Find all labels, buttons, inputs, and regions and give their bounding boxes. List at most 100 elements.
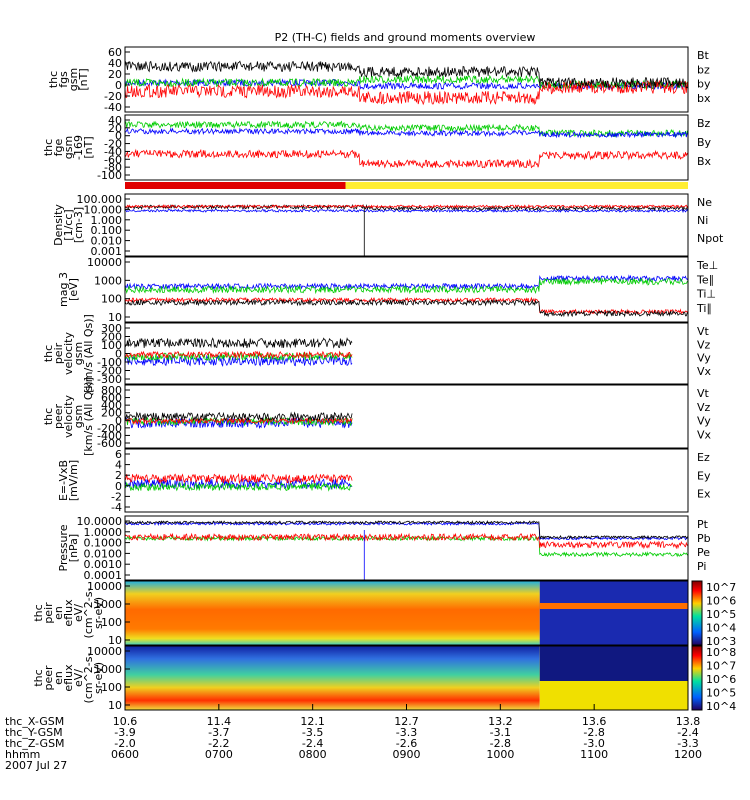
x-tick-label: 13.2 [488,715,513,728]
chart-title: P2 (TH-C) fields and ground moments over… [275,31,536,44]
peir-late-band [539,603,688,609]
y-tick-label-peir_spec: 1000 [94,598,122,611]
y-axis-label-line: gsm [67,68,80,91]
peir-spectrogram-late [539,581,688,645]
y-tick-label-density: 0.100 [91,224,123,237]
y-axis-label-line: [km/s (All Qs)] [82,377,95,456]
y-tick-label-fge: -80 [104,161,122,174]
y-tick-label-density: 0.001 [91,245,123,258]
y-tick-label-peir_v: 200 [101,331,122,344]
y-axis-label-density: Density[1/cc][cm-3] [52,204,85,246]
y-tick-label-temp: 10000 [87,256,122,269]
y-tick-label-peir_v: -300 [97,373,122,386]
y-tick-label-density: 1.000 [91,214,123,227]
x-tick-label: 12.7 [394,715,419,728]
legend-peer_v-Vz: Vz [697,401,711,414]
x-row-label-hhmm: hhmm [5,748,40,761]
colorbar-tick-peir_spec: 10^4 [706,622,736,635]
y-tick-label-efield: 4 [115,459,122,472]
y-tick-label-peer_v: 600 [101,392,122,405]
peir-spectrogram-main [125,581,540,645]
x-tick-label: -2.4 [302,737,323,750]
y-axis-label-line: en [52,671,65,685]
temp-te-perp-line [124,296,689,315]
y-tick-label-peir_spec: 100 [101,616,122,629]
y-tick-label-peir_v: -100 [97,356,122,369]
y-tick-label-fge: -60 [104,153,122,166]
efield-ez-line [124,472,353,485]
y-axis-label-line: peer [52,404,65,430]
panel-frame-temp [124,256,689,323]
colorbar-tick-peer_spec: 10^5 [706,687,736,700]
panel-frame-peir_v [124,322,689,385]
peir-vx-line [124,354,353,367]
y-axis-label-temp: mag 3[eV] [57,272,80,307]
y-tick-label-density: 100.000 [77,193,123,206]
legend-density-Ni: Ni [697,214,708,227]
fge-bz-line [124,148,689,169]
legend-temp-Ti⊥: Ti⊥ [696,288,716,301]
y-tick-label-efield: -4 [111,501,122,514]
y-tick-label-peer_v: 400 [101,399,122,412]
temp-te-par-line [124,298,689,318]
y-axis-label-line: thc [42,139,55,156]
y-tick-label-pressure: 0.1000 [84,537,123,550]
y-tick-label-efield: 0 [115,480,122,493]
x-tick-label: 13.8 [676,715,701,728]
y-tick-label-fgs: -40 [104,101,122,114]
colorbar-tick-peir_spec: 10^3 [706,635,736,648]
legend-efield-Ex: Ex [697,488,711,501]
legend-pressure-Pi: Pi [697,560,706,573]
legend-efield-Ez: Ez [697,451,710,464]
y-tick-label-pressure: 0.0100 [84,547,123,560]
y-tick-label-fge: 20 [108,122,122,135]
x-tick-label: 0700 [205,748,233,761]
y-tick-label-fgs: -20 [104,90,122,103]
y-tick-label-peir_v: 0 [115,348,122,361]
y-tick-label-peir_v: 100 [101,339,122,352]
y-tick-label-density: 10.000 [84,203,123,216]
colorbar-tick-peer_spec: 10^4 [706,700,736,713]
y-tick-label-peer_v: -200 [97,422,122,435]
y-tick-label-fgs: 20 [108,68,122,81]
y-axis-label-line: fgs [57,71,70,88]
y-axis-label-line: gsm [72,405,85,428]
panel-frame-peer_v [124,384,689,449]
colorbar-tick-peer_spec: 10^7 [706,660,736,673]
y-tick-label-peer_v: 200 [101,407,122,420]
y-tick-label-efield: 2 [115,469,122,482]
y-axis-label-line: peer [42,665,55,691]
temp-ti-par-line [124,277,689,295]
fgs-bz-line [124,79,689,106]
x-row-label-thc_Y-GSM: thc_Y-GSM [5,726,63,739]
density-ni-line [124,203,689,212]
y-axis-label-line: [eV] [67,278,80,301]
legend-fge-Bz: Bz [697,117,711,130]
x-tick-label: 12.1 [300,715,325,728]
panel-frame-fgs [124,46,689,113]
x-tick-label: 10.6 [113,715,138,728]
y-tick-label-temp: 1000 [94,274,122,287]
y-axis-label-line: peir [52,342,65,364]
panel-frame-pressure [124,515,689,581]
peir-vz-line [124,350,353,360]
x-row-label-thc_Z-GSM: thc_Z-GSM [5,737,65,750]
y-axis-label-line: [nT] [77,68,90,90]
y-tick-label-fge: -40 [104,145,122,158]
y-axis-label-line: Density [52,204,65,246]
colorbar-peer_spec [691,645,703,711]
y-axis-label-line: [nPa] [67,534,80,562]
y-axis-label-line: E=-VxB [57,460,70,501]
y-axis-label-line: [mV/m] [67,460,80,501]
y-axis-label-line: gsm [72,342,85,365]
legend-temp-Te∥: Te∥ [696,273,714,286]
legend-fge-By: By [697,136,712,149]
x-tick-label: -3.1 [490,726,511,739]
y-axis-label-line: (cm^2-s- [82,588,95,639]
x-tick-label: 0800 [299,748,327,761]
y-tick-label-fge: -100 [97,169,122,182]
